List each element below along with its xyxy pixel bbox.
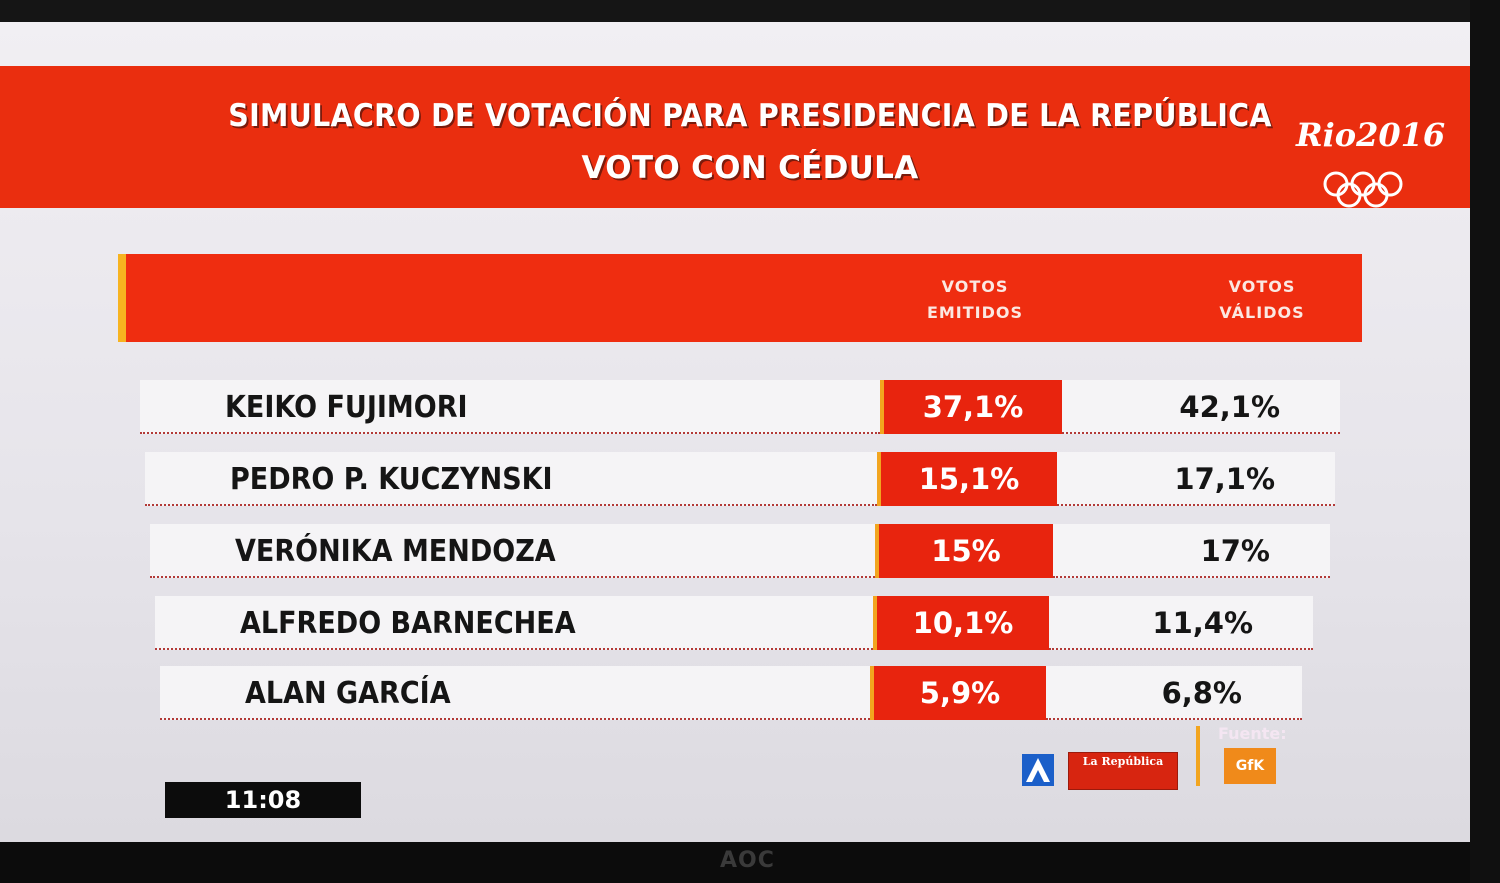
votos-emitidos-value: 37,1% <box>880 380 1062 434</box>
source-label: Fuente: <box>1218 724 1287 743</box>
candidate-name: PEDRO P. KUCZYNSKI <box>230 462 553 497</box>
votos-validos-value: 17,1% <box>1057 452 1335 506</box>
table-row: PEDRO P. KUCZYNSKI 15,1% 17,1% <box>145 452 1335 506</box>
candidate-name: KEIKO FUJIMORI <box>225 390 468 425</box>
candidate-cell: ALAN GARCÍA <box>160 666 870 720</box>
votos-validos-value: 42,1% <box>1062 380 1340 434</box>
votos-emitidos-value: 5,9% <box>870 666 1046 720</box>
monitor-side-bezel <box>1470 0 1500 883</box>
votos-validos-value: 6,8% <box>1046 666 1302 720</box>
banner-subtitle: VOTO CON CÉDULA <box>581 150 919 186</box>
candidate-cell: KEIKO FUJIMORI <box>140 380 880 434</box>
candidate-cell: PEDRO P. KUCZYNSKI <box>145 452 877 506</box>
table-row: ALFREDO BARNECHEA 10,1% 11,4% <box>155 596 1313 650</box>
votos-emitidos-value: 15,1% <box>877 452 1057 506</box>
title-banner <box>0 66 1480 208</box>
candidate-name: ALFREDO BARNECHEA <box>240 606 576 641</box>
table-header <box>118 254 1362 342</box>
latina-logo-icon <box>1022 754 1054 786</box>
olympic-rings-icon <box>1323 171 1403 208</box>
candidate-cell: ALFREDO BARNECHEA <box>155 596 873 650</box>
votos-validos-value: 11,4% <box>1049 596 1313 650</box>
header-votos-emitidos: VOTOS EMITIDOS <box>926 277 1024 322</box>
clock: 11:08 <box>165 782 361 818</box>
monitor-top-bezel <box>0 0 1500 22</box>
votos-emitidos-value: 10,1% <box>873 596 1049 650</box>
candidate-cell: VERÓNIKA MENDOZA <box>150 524 875 578</box>
la-republica-logo: La República <box>1068 752 1178 790</box>
tv-brand-logo: AOC <box>720 848 775 873</box>
table-row: ALAN GARCÍA 5,9% 6,8% <box>160 666 1302 720</box>
candidate-name: VERÓNIKA MENDOZA <box>235 534 556 569</box>
monitor-bottom-bezel <box>0 842 1500 883</box>
candidate-name: ALAN GARCÍA <box>245 676 451 711</box>
table-row: VERÓNIKA MENDOZA 15% 17% <box>150 524 1330 578</box>
votos-emitidos-value: 15% <box>875 524 1053 578</box>
gfk-logo: GfK <box>1224 748 1276 784</box>
rio2016-logo: Rio2016 <box>1296 116 1446 154</box>
banner-title: SIMULACRO DE VOTACIÓN PARA PRESIDENCIA D… <box>228 98 1272 134</box>
votos-validos-value: 17% <box>1053 524 1330 578</box>
table-row: KEIKO FUJIMORI 37,1% 42,1% <box>140 380 1340 434</box>
header-votos-validos: VOTOS VÁLIDOS <box>1219 277 1305 322</box>
source-divider <box>1196 726 1200 786</box>
